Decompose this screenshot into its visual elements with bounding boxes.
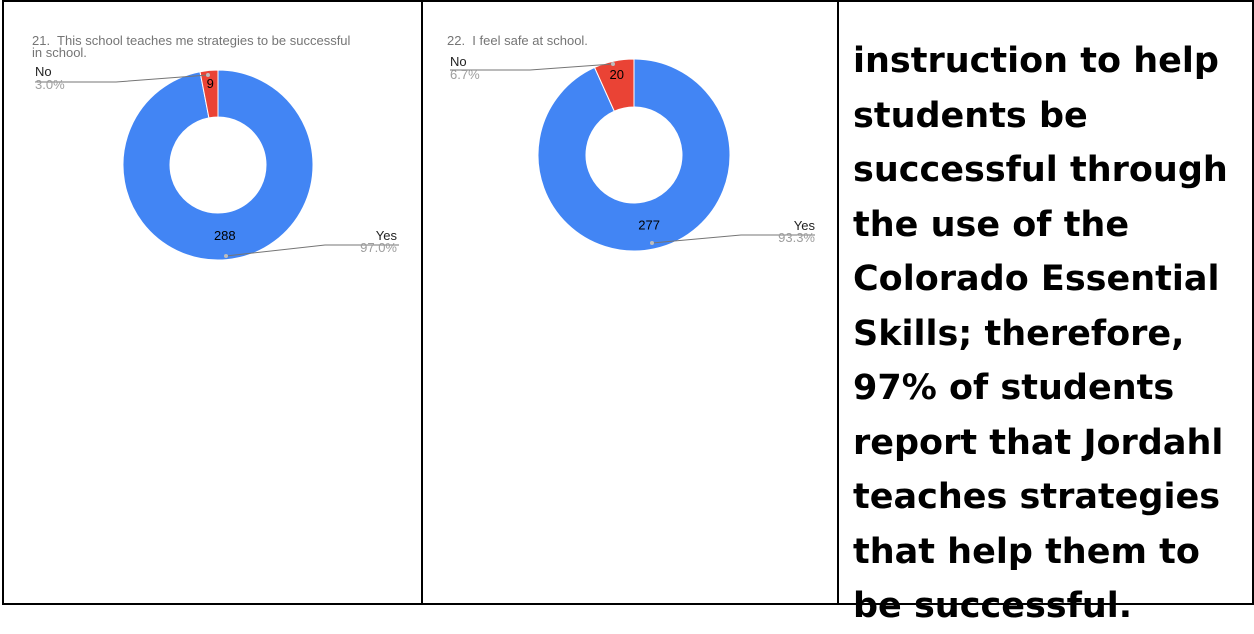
leader-line-yes (651, 234, 815, 244)
leader-line-no (35, 74, 209, 83)
percent-label-no: 6.7% (450, 67, 480, 82)
leader-dot-no (206, 73, 210, 77)
text-cell: instruction to help students be successf… (839, 2, 1252, 626)
leader-line-no (450, 63, 614, 71)
chart-cell-q22: 22. I feel safe at school. 277 20 Yes 93.3%… (423, 2, 839, 603)
percent-label-yes: 97.0% (360, 240, 397, 255)
percent-label-no: 3.0% (35, 77, 65, 92)
chart-cell-q21: 21. This school teaches me strategies to… (4, 2, 423, 603)
slice-no (199, 69, 219, 119)
leader-dot-no (611, 62, 615, 66)
chart-title-q22: 22. I feel safe at school. (447, 33, 588, 48)
data-label-yes: 277 (638, 217, 660, 232)
data-label-yes: 288 (214, 228, 236, 243)
slice-yes (537, 58, 731, 252)
category-label-no: No (450, 54, 467, 69)
category-label-no: No (35, 64, 52, 79)
data-label-no: 20 (610, 67, 624, 82)
data-label-no: 9 (207, 76, 214, 91)
leader-line-yes (225, 244, 399, 257)
chart-title-q21: 21. This school teaches me strategies to… (32, 33, 351, 60)
category-label-yes: Yes (794, 218, 816, 233)
leader-dot-yes (650, 241, 654, 245)
leader-dot-yes (224, 254, 228, 258)
summary-paragraph: instruction to help students be successf… (853, 41, 1228, 626)
slice-yes (122, 69, 314, 261)
percent-label-yes: 93.3% (778, 230, 815, 245)
category-label-yes: Yes (376, 228, 398, 243)
slice-no (593, 58, 635, 112)
